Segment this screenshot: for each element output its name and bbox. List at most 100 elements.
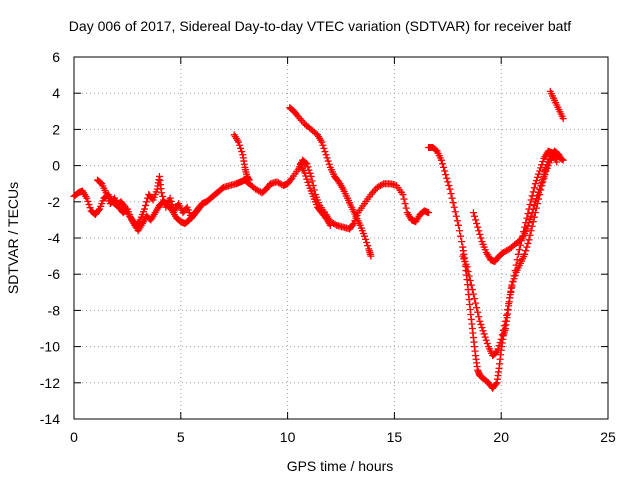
data-point-marker	[497, 335, 505, 343]
data-series-8	[469, 147, 563, 266]
data-series-2	[93, 172, 204, 231]
data-series-1	[70, 156, 433, 235]
data-point-marker	[245, 176, 253, 184]
data-point-marker	[538, 179, 546, 187]
y-tick-label: 2	[52, 121, 60, 137]
data-point-marker	[474, 308, 482, 316]
data-point-marker	[474, 223, 482, 231]
y-tick-label: 4	[52, 85, 60, 101]
data-point-marker	[496, 339, 504, 347]
data-point-marker	[513, 256, 521, 264]
data-point-marker	[322, 151, 330, 159]
data-point-marker	[537, 182, 545, 190]
data-point-marker	[532, 177, 540, 185]
y-tick-label: -14	[40, 411, 60, 427]
data-point-marker	[478, 324, 486, 332]
data-point-marker	[471, 212, 478, 220]
data-point-marker	[499, 326, 507, 334]
data-point-marker	[526, 215, 534, 223]
data-point-marker	[521, 250, 529, 258]
data-point-marker	[526, 201, 534, 209]
data-point-marker	[558, 155, 566, 163]
data-point-marker	[142, 201, 150, 209]
data-point-marker	[450, 203, 458, 211]
data-point-marker	[510, 272, 518, 280]
y-tick-label: -8	[48, 302, 61, 318]
data-point-marker	[507, 288, 515, 296]
data-point-marker	[527, 196, 535, 204]
data-point-marker	[506, 294, 514, 302]
data-point-marker	[532, 195, 540, 203]
x-tick-label: 25	[600, 429, 616, 445]
x-tick-label: 10	[280, 429, 296, 445]
data-point-marker	[158, 189, 166, 197]
data-point-marker	[83, 194, 91, 202]
data-series	[70, 87, 567, 392]
data-point-marker	[531, 198, 539, 206]
data-point-marker	[501, 317, 509, 325]
data-point-marker	[95, 206, 103, 214]
data-point-marker	[526, 231, 534, 239]
y-axis-label: SDTVAR / TECUs	[5, 182, 21, 294]
data-point-marker	[465, 272, 473, 280]
data-point-marker	[303, 175, 311, 183]
data-point-marker	[447, 190, 455, 198]
data-point-marker	[441, 167, 449, 175]
data-point-marker	[425, 209, 433, 217]
data-point-marker	[238, 148, 246, 156]
data-point-marker	[477, 234, 485, 242]
data-point-marker	[85, 201, 93, 209]
data-point-marker	[517, 235, 525, 243]
data-point-marker	[479, 327, 487, 335]
data-point-marker	[523, 243, 531, 251]
data-series-4	[286, 104, 375, 260]
data-point-marker	[481, 333, 489, 341]
x-tick-label: 5	[177, 429, 185, 445]
data-point-marker	[466, 277, 474, 285]
y-tick-label: -2	[48, 194, 61, 210]
data-point-marker	[493, 348, 501, 356]
data-point-marker	[531, 180, 539, 188]
data-point-marker	[443, 174, 451, 182]
data-point-marker	[512, 261, 520, 269]
data-point-marker	[362, 235, 370, 243]
data-point-marker	[494, 345, 502, 353]
data-point-marker	[360, 232, 368, 240]
data-point-marker	[451, 208, 459, 216]
data-point-marker	[452, 212, 460, 220]
data-point-marker	[555, 151, 563, 159]
data-point-marker	[469, 290, 477, 298]
data-point-marker	[318, 138, 326, 146]
data-point-marker	[536, 185, 544, 193]
data-point-marker	[535, 170, 543, 178]
y-tick-label: -10	[40, 339, 60, 355]
data-point-marker	[349, 221, 357, 229]
data-point-marker	[364, 242, 372, 250]
data-point-marker	[476, 230, 484, 238]
data-point-marker	[471, 295, 478, 303]
y-tick-label: -12	[40, 375, 60, 391]
data-series-9	[546, 87, 567, 123]
data-point-marker	[402, 204, 410, 212]
data-point-marker	[400, 195, 408, 203]
data-point-marker	[528, 209, 536, 217]
data-point-marker	[196, 203, 204, 211]
data-point-marker	[498, 331, 506, 339]
data-point-marker	[456, 227, 464, 235]
data-point-marker	[476, 317, 484, 325]
data-point-marker	[321, 148, 329, 156]
data-point-marker	[195, 205, 203, 213]
data-point-marker	[168, 201, 176, 209]
data-point-marker	[530, 184, 538, 192]
data-point-marker	[326, 221, 334, 229]
data-point-marker	[523, 214, 531, 222]
x-tick-label: 15	[387, 429, 403, 445]
data-point-marker	[237, 144, 245, 152]
data-point-marker	[166, 194, 174, 202]
data-point-marker	[84, 197, 92, 205]
y-tick-label: -4	[48, 230, 61, 246]
data-point-marker	[453, 217, 461, 225]
data-point-marker	[475, 313, 483, 321]
data-point-marker	[553, 158, 561, 166]
data-point-marker	[467, 281, 475, 289]
